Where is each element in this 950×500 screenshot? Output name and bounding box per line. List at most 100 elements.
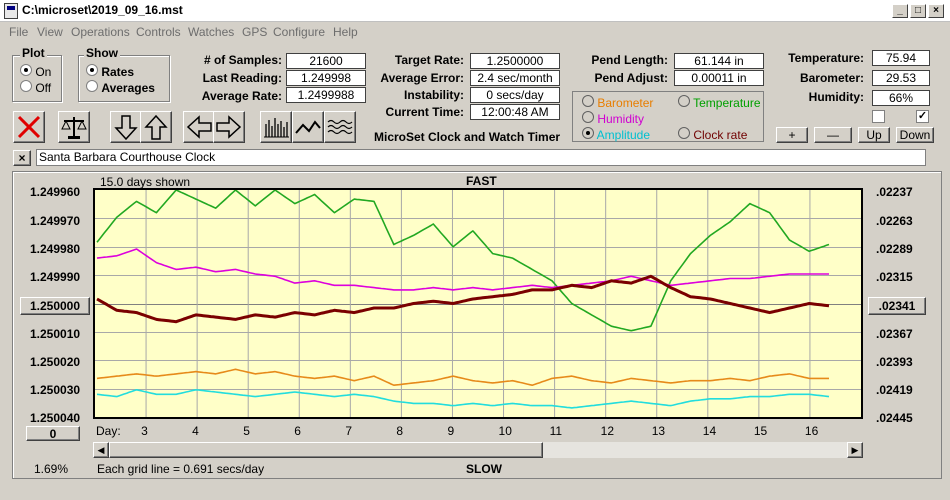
x-tick-label: 14 bbox=[702, 424, 717, 438]
balance-button[interactable] bbox=[58, 111, 90, 143]
y-left-tick: 1.250010 bbox=[30, 327, 81, 341]
series-humidity-radio[interactable]: Humidity bbox=[582, 111, 644, 126]
pend-adjust-label: Pend Adjust: bbox=[594, 71, 668, 85]
slow-label: SLOW bbox=[466, 462, 502, 476]
pend-length-value: 61.144 in bbox=[674, 53, 764, 69]
temperature-value: 75.94 bbox=[872, 50, 930, 66]
y-left-tick: 1.249980 bbox=[30, 242, 81, 256]
y-left-tick: 1.250020 bbox=[30, 355, 81, 369]
target-rate-label: Target Rate: bbox=[394, 53, 464, 67]
up-arrow-button[interactable] bbox=[140, 111, 172, 143]
chart-svg bbox=[95, 190, 861, 417]
x-tick-label: 7 bbox=[345, 424, 353, 438]
average-error-label: Average Error: bbox=[380, 71, 464, 85]
menu-file[interactable]: File bbox=[9, 25, 29, 39]
maximize-button[interactable]: □ bbox=[910, 4, 926, 18]
menu-bar: File View Operations Controls Watches GP… bbox=[0, 22, 950, 42]
x-tick-label: 6 bbox=[294, 424, 301, 438]
line-graph-button[interactable] bbox=[292, 111, 324, 143]
grid-note: Each grid line = 0.691 secs/day bbox=[97, 462, 265, 476]
radio-icon bbox=[20, 64, 32, 76]
show-rates-radio[interactable]: Rates bbox=[86, 64, 134, 79]
menu-operations[interactable]: Operations bbox=[71, 25, 130, 39]
checkbox-checked[interactable]: ✓ bbox=[916, 110, 929, 123]
up-arrow-icon bbox=[144, 114, 168, 140]
x-tick-label: 10 bbox=[498, 424, 512, 438]
series-barometer-radio[interactable]: Barometer bbox=[582, 95, 653, 110]
series-amplitude-radio[interactable]: Amplitude bbox=[582, 127, 650, 142]
down-arrow-button[interactable] bbox=[110, 111, 142, 143]
clock-name-input[interactable]: Santa Barbara Courthouse Clock bbox=[36, 149, 926, 166]
menu-view[interactable]: View bbox=[37, 25, 63, 39]
series-line-barometer bbox=[96, 368, 829, 386]
down-button[interactable]: Down bbox=[896, 127, 934, 143]
plot-group-title: Plot bbox=[20, 46, 47, 60]
radio-icon bbox=[678, 95, 690, 107]
chart-plot-area bbox=[93, 188, 863, 419]
center-amplitude-button[interactable]: .02341 bbox=[868, 297, 926, 315]
menu-gps[interactable]: GPS bbox=[242, 25, 268, 39]
samples-label: # of Samples: bbox=[203, 53, 282, 67]
temperature-label: Temperature: bbox=[788, 51, 864, 65]
wave-graph-icon bbox=[327, 119, 353, 135]
x-tick-label: 16 bbox=[804, 424, 819, 438]
y-right-tick: .02315 bbox=[876, 270, 913, 284]
menu-controls[interactable]: Controls bbox=[136, 25, 181, 39]
right-arrow-button[interactable] bbox=[213, 111, 245, 143]
y-left-tick: 1.249990 bbox=[30, 270, 81, 284]
menu-watches[interactable]: Watches bbox=[188, 25, 235, 39]
radio-icon bbox=[582, 95, 594, 107]
plus-button[interactable]: + bbox=[776, 127, 808, 143]
y-right-tick: .02367 bbox=[876, 327, 913, 341]
instability-label: Instability: bbox=[403, 88, 464, 102]
bar-graph-icon bbox=[264, 118, 289, 138]
menu-configure[interactable]: Configure bbox=[273, 25, 326, 39]
chart-frame bbox=[12, 171, 942, 479]
plot-on-radio[interactable]: On bbox=[20, 64, 51, 79]
plot-off-label: Off bbox=[35, 81, 52, 95]
average-rate-label: Average Rate: bbox=[201, 89, 282, 103]
checkbox-unchecked[interactable] bbox=[872, 110, 885, 123]
plot-off-radio[interactable]: Off bbox=[20, 80, 51, 95]
minus-button[interactable]: — bbox=[814, 127, 852, 143]
current-time-label: Current Time: bbox=[385, 105, 464, 119]
show-group bbox=[78, 55, 170, 102]
bar-graph-button[interactable] bbox=[260, 111, 292, 143]
right-arrow-icon bbox=[216, 115, 242, 139]
center-rate-button[interactable]: 1.250000 bbox=[20, 297, 90, 315]
wave-graph-button[interactable] bbox=[324, 111, 356, 143]
window-title: C:\microset\2019_09_16.mst bbox=[22, 3, 183, 17]
up-button[interactable]: Up bbox=[858, 127, 890, 143]
left-arrow-button[interactable] bbox=[183, 111, 215, 143]
menu-help[interactable]: Help bbox=[333, 25, 358, 39]
show-averages-label: Averages bbox=[101, 81, 155, 95]
radio-icon bbox=[678, 127, 690, 139]
close-button[interactable]: × bbox=[928, 4, 944, 18]
minimize-button[interactable]: _ bbox=[892, 4, 908, 18]
title-bar: C:\microset\2019_09_16.mst _ □ × bbox=[0, 0, 950, 22]
show-averages-radio[interactable]: Averages bbox=[86, 80, 155, 95]
y-left-tick: 1.249960 bbox=[30, 185, 81, 199]
zero-button[interactable]: 0 bbox=[26, 426, 80, 441]
pend-length-label: Pend Length: bbox=[591, 53, 668, 67]
current-time-value: 12:00:48 AM bbox=[470, 104, 560, 120]
y-right-tick: .02393 bbox=[876, 355, 913, 369]
radio-icon bbox=[86, 80, 98, 92]
series-line-clock-rate bbox=[96, 274, 830, 324]
y-right-tick: .02445 bbox=[876, 411, 913, 425]
scroll-thumb[interactable] bbox=[109, 442, 543, 458]
series-temperature-radio[interactable]: Temperature bbox=[678, 95, 761, 110]
x-tick-label: 4 bbox=[192, 424, 199, 438]
show-group-title: Show bbox=[84, 46, 120, 60]
x-tick-label: 9 bbox=[447, 424, 455, 438]
barometer-label: Barometer: bbox=[799, 71, 864, 85]
scroll-right-button[interactable]: ▶ bbox=[847, 442, 863, 458]
y-left-tick: 1.250040 bbox=[30, 411, 81, 425]
x-tick-label: 11 bbox=[549, 424, 563, 438]
scroll-left-button[interactable]: ◀ bbox=[93, 442, 109, 458]
series-select-box bbox=[572, 91, 764, 142]
series-clock-rate-radio[interactable]: Clock rate bbox=[678, 127, 747, 142]
samples-value: 21600 bbox=[286, 53, 366, 69]
stop-button[interactable] bbox=[13, 111, 45, 143]
clear-name-button[interactable]: × bbox=[13, 150, 31, 166]
